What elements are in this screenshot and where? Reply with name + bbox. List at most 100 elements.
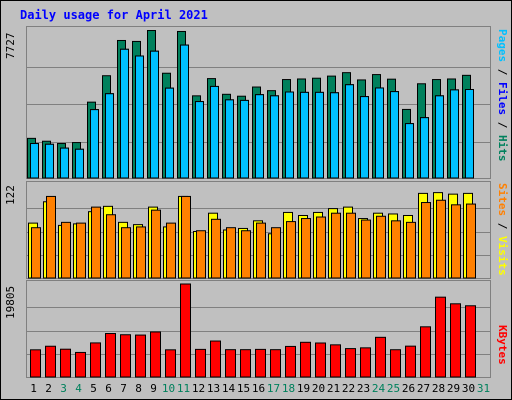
day-label-18: 18 <box>281 382 296 395</box>
kbytes-bar-29 <box>450 303 461 378</box>
pages-bar-1 <box>30 143 39 179</box>
kbytes-bar-7 <box>120 334 131 378</box>
sites-bar-25 <box>391 220 401 279</box>
day-label-12: 12 <box>191 382 206 395</box>
pages-bar-28 <box>435 95 444 179</box>
day-label-16: 16 <box>251 382 266 395</box>
sites-visits-legend: Sites / Visits <box>496 183 509 276</box>
kbytes-bar-30 <box>465 305 476 378</box>
kbytes-bar-8 <box>135 334 146 378</box>
pages-bar-26 <box>405 123 414 179</box>
sites-bar-15 <box>241 230 251 279</box>
chart-title: Daily usage for April 2021 <box>20 8 208 22</box>
legend-part: Sites <box>496 183 509 217</box>
sites-bar-8 <box>136 226 146 279</box>
visits-panel-max-label: 122 <box>4 185 17 205</box>
sites-bar-17 <box>271 227 281 279</box>
kbytes-bar-4 <box>75 351 86 378</box>
kbytes-bar-2 <box>45 345 56 378</box>
hits-panel-max-label: 7727 <box>4 32 17 60</box>
kbytes-bar-26 <box>405 345 416 378</box>
day-label-5: 5 <box>90 382 97 395</box>
sites-bar-10 <box>166 222 176 279</box>
kbytes-bar-15 <box>240 349 251 378</box>
kbytes-bar-28 <box>435 296 446 378</box>
legend-part: Pages <box>496 29 509 63</box>
sites-bar-16 <box>256 222 266 279</box>
hits-files-pages-panel <box>26 26 491 179</box>
kbytes-bar-14 <box>225 349 236 378</box>
pages-bar-29 <box>450 89 459 179</box>
day-label-1: 1 <box>30 382 37 395</box>
sites-bar-4 <box>76 222 86 279</box>
day-label-11: 11 <box>176 382 191 395</box>
sites-bar-3 <box>61 221 71 279</box>
sites-bar-7 <box>121 227 131 279</box>
sites-bar-28 <box>436 199 446 279</box>
legend-part: KBytes <box>496 325 509 365</box>
sites-bar-11 <box>181 195 191 279</box>
sites-bar-6 <box>106 214 116 279</box>
day-label-3: 3 <box>60 382 67 395</box>
legend-part: / <box>496 216 509 236</box>
legend-part: Visits <box>496 236 509 276</box>
day-label-8: 8 <box>135 382 142 395</box>
kbytes-bar-12 <box>195 348 206 378</box>
sites-bar-2 <box>46 195 56 279</box>
kbytes-panel <box>26 280 491 378</box>
day-label-27: 27 <box>416 382 431 395</box>
legend-part: / <box>496 115 509 135</box>
pages-bar-27 <box>420 117 429 179</box>
day-label-13: 13 <box>206 382 221 395</box>
pages-bar-4 <box>75 148 84 179</box>
pages-bar-18 <box>285 91 294 179</box>
day-label-29: 29 <box>446 382 461 395</box>
sites-bar-14 <box>226 227 236 279</box>
kbytes-plot <box>26 280 491 378</box>
pages-bar-17 <box>270 95 279 179</box>
pages-bar-13 <box>210 85 219 179</box>
pages-bar-22 <box>345 84 354 179</box>
sites-bar-1 <box>31 227 41 279</box>
sites-bar-5 <box>91 206 101 279</box>
pages-bar-11 <box>180 44 189 179</box>
kbytes-bar-1 <box>30 349 41 378</box>
kbytes-bar-19 <box>300 341 311 378</box>
kbytes-bar-22 <box>345 348 356 378</box>
day-label-30: 30 <box>461 382 476 395</box>
day-label-25: 25 <box>386 382 401 395</box>
day-label-23: 23 <box>356 382 371 395</box>
day-label-7: 7 <box>120 382 127 395</box>
pages-bar-19 <box>300 91 309 179</box>
kbytes-bar-13 <box>210 340 221 378</box>
pages-bar-16 <box>255 94 264 179</box>
day-label-14: 14 <box>221 382 236 395</box>
day-label-22: 22 <box>341 382 356 395</box>
pages-bar-9 <box>150 50 159 179</box>
sites-bar-29 <box>451 204 461 279</box>
kbytes-bar-10 <box>165 349 176 378</box>
kbytes-bar-5 <box>90 342 101 378</box>
pages-bar-20 <box>315 91 324 179</box>
day-label-6: 6 <box>105 382 112 395</box>
pages-bar-6 <box>105 93 114 179</box>
x-axis-day-labels: 1 2 3 4 5 6 7 8 9 10 11 12 13 14 15 16 17 18 19 20 21 22 23 24 2… <box>26 382 491 396</box>
kbytes-bar-27 <box>420 326 431 378</box>
pages-bar-7 <box>120 48 129 179</box>
sites-bar-12 <box>196 230 206 279</box>
day-label-26: 26 <box>401 382 416 395</box>
kbytes-bar-18 <box>285 345 296 378</box>
pages-bar-30 <box>465 89 474 179</box>
kbytes-bar-21 <box>330 344 341 378</box>
pages-bar-21 <box>330 92 339 179</box>
pages-bar-15 <box>240 99 249 179</box>
kbytes-bar-9 <box>150 331 161 378</box>
sites-bar-30 <box>466 203 476 279</box>
sites-visits-panel <box>26 181 491 279</box>
pages-bar-24 <box>375 87 384 179</box>
sites-bar-27 <box>421 202 431 279</box>
kbytes-bar-17 <box>270 349 281 378</box>
kbytes-bar-25 <box>390 349 401 378</box>
day-label-20: 20 <box>311 382 326 395</box>
